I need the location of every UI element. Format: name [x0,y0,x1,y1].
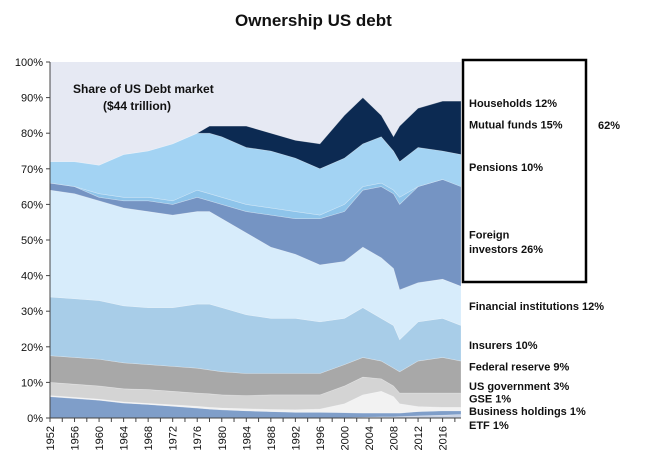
y-tick-label: 10% [21,377,43,389]
y-tick-label: 30% [21,306,43,318]
x-tick-label: 1956 [70,426,82,450]
y-tick-label: 40% [21,271,43,283]
series-label: Business holdings 1% [469,406,586,418]
inner-title-line2: ($44 trillion) [103,99,171,113]
x-tick-label: 1964 [119,426,131,450]
series-label: Households 12% [469,98,557,110]
x-tick-label: 2004 [364,426,376,450]
x-tick-label: 1980 [217,426,229,450]
series-label: GSE 1% [469,393,511,405]
y-tick-label: 20% [21,342,43,354]
x-tick-label: 1960 [94,426,106,450]
y-tick-label: 60% [21,199,43,211]
x-tick-label: 1952 [45,426,57,450]
series-label: investors 26% [469,244,543,256]
x-tick-label: 1996 [315,426,327,450]
y-tick-label: 100% [15,57,43,69]
series-label: Federal reserve 9% [469,361,570,373]
series-label: Pensions 10% [469,162,543,174]
x-tick-label: 1972 [168,426,180,450]
x-tick-label: 2008 [389,426,401,450]
series-label: Insurers 10% [469,340,538,352]
foreign-share-bracket [461,58,588,284]
x-tick-label: 1968 [143,426,155,450]
series-label: Foreign [469,230,510,242]
series-label: Financial institutions 12% [469,301,604,313]
y-tick-label: 0% [27,413,43,425]
y-tick-label: 50% [21,235,43,247]
inner-title-line1: Share of US Debt market [73,82,214,96]
x-tick-label: 2016 [438,426,450,450]
area-households [50,97,462,170]
x-tick-label: 1992 [290,426,302,450]
series-label: ETF 1% [469,420,509,432]
y-tick-label: 80% [21,128,43,140]
x-tick-label: 1988 [266,426,278,450]
series-label: US government 3% [469,381,569,393]
y-tick-label: 90% [21,93,43,105]
x-tick-label: 1984 [241,426,253,450]
y-tick-label: 70% [21,164,43,176]
chart-title: Ownership US debt [235,11,392,30]
bracket-label: 62% [598,120,620,132]
x-tick-label: 2012 [413,426,425,450]
x-tick-label: 2000 [339,426,351,450]
series-label: Mutual funds 15% [469,119,563,131]
x-tick-label: 1976 [192,426,204,450]
